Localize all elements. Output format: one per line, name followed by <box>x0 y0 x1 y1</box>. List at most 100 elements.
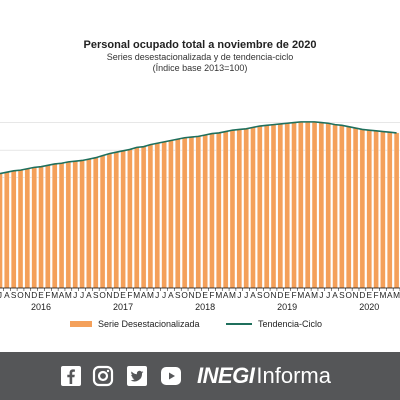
bar-34 <box>229 130 236 289</box>
month-label-5: D <box>31 290 37 300</box>
bar-5 <box>31 167 37 289</box>
bar-19 <box>127 149 133 289</box>
month-label-22: M <box>147 290 154 300</box>
month-label-14: S <box>93 290 99 300</box>
month-label-3: O <box>17 290 24 300</box>
bar-54 <box>366 130 372 289</box>
bar-24 <box>161 141 167 289</box>
year-label-2: 2018 <box>195 302 215 312</box>
youtube-icon[interactable] <box>160 365 182 387</box>
bar-45 <box>305 121 311 289</box>
bar-14 <box>93 157 99 289</box>
month-label-18: E <box>120 290 126 300</box>
bar-9 <box>58 163 65 289</box>
chart-titles: Personal ocupado total a noviembre de 20… <box>0 38 400 74</box>
month-label-11: J <box>73 290 77 300</box>
bar-39 <box>264 125 270 289</box>
bar-3 <box>17 170 24 289</box>
bar-23 <box>154 143 160 289</box>
bar-42 <box>284 123 290 289</box>
month-label-17: D <box>113 290 119 300</box>
month-label-7: F <box>45 290 50 300</box>
month-label-2: S <box>11 290 17 300</box>
bar-15 <box>99 155 106 289</box>
month-label-57: A <box>387 290 393 300</box>
month-label-52: N <box>353 290 359 300</box>
month-label-19: F <box>127 290 132 300</box>
bar-7 <box>45 165 51 289</box>
inegi-informa-logo[interactable]: INEGIInforma <box>197 362 331 390</box>
bar-8 <box>52 163 58 289</box>
trend-line <box>0 121 397 175</box>
bar-53 <box>359 129 365 289</box>
bar-36 <box>243 128 249 289</box>
month-label-13: A <box>86 290 92 300</box>
month-label-40: N <box>271 290 277 300</box>
bar-48 <box>325 123 331 289</box>
twitter-icon[interactable] <box>126 365 148 387</box>
facebook-icon[interactable] <box>60 365 82 387</box>
chart-subtitle-line-2: (Índice base 2013=100) <box>152 63 248 73</box>
month-label-35: J <box>237 290 241 300</box>
month-label-23: J <box>155 290 159 300</box>
month-label-34: M <box>229 290 236 300</box>
month-label-36: J <box>244 290 248 300</box>
bar-11 <box>72 161 78 289</box>
legend-label-serie: Serie Desestacionalizada <box>98 319 200 329</box>
chart-subtitle-line-1: Series desestacionalizada y de tendencia… <box>106 52 294 62</box>
month-label-53: D <box>359 290 365 300</box>
month-label-39: O <box>263 290 270 300</box>
bar-28 <box>188 136 195 289</box>
footer-bar: INEGIInforma <box>0 352 400 400</box>
month-label-0: J <box>0 290 2 300</box>
month-label-27: O <box>181 290 188 300</box>
month-label-38: S <box>257 290 263 300</box>
year-label-3: 2019 <box>277 302 297 312</box>
bar-4 <box>24 168 30 289</box>
month-label-24: J <box>162 290 166 300</box>
legend-swatch-line <box>226 323 252 325</box>
legend-item-tendencia: Tendencia-Ciclo <box>226 319 322 329</box>
month-label-45: A <box>305 290 311 300</box>
bar-2 <box>11 170 17 289</box>
bar-27 <box>182 137 188 289</box>
month-label-31: F <box>209 290 214 300</box>
bar-32 <box>216 132 222 289</box>
instagram-icon[interactable] <box>92 365 114 387</box>
bar-25 <box>168 140 174 289</box>
month-label-1: A <box>4 290 10 300</box>
bar-10 <box>65 161 71 289</box>
bar-16 <box>106 153 112 289</box>
month-label-20: M <box>133 290 140 300</box>
month-label-47: J <box>319 290 323 300</box>
bar-44 <box>298 121 304 289</box>
bar-12 <box>79 160 85 289</box>
chart-plot: JASONDEFMAMJJASONDEFMAMJJASONDEFMAMJJASO… <box>0 121 400 312</box>
bar-50 <box>339 125 345 289</box>
bar-58 <box>393 132 400 289</box>
bar-47 <box>318 122 324 289</box>
bar-22 <box>147 144 154 289</box>
bar-18 <box>120 150 126 289</box>
year-label-1: 2017 <box>113 302 133 312</box>
month-label-42: E <box>284 290 290 300</box>
month-label-21: A <box>141 290 147 300</box>
bar-29 <box>195 136 201 289</box>
month-label-55: F <box>374 290 379 300</box>
bar-52 <box>352 127 359 289</box>
month-label-44: M <box>297 290 304 300</box>
month-label-51: O <box>345 290 352 300</box>
month-label-28: N <box>188 290 194 300</box>
bar-51 <box>346 126 352 289</box>
month-label-10: M <box>65 290 72 300</box>
legend-swatch-bar <box>70 321 92 327</box>
bar-43 <box>291 122 297 289</box>
bar-6 <box>38 166 44 289</box>
bar-17 <box>113 152 119 289</box>
month-label-58: M <box>393 290 400 300</box>
bar-33 <box>223 131 229 289</box>
month-label-12: J <box>80 290 84 300</box>
month-label-15: O <box>99 290 106 300</box>
month-label-56: M <box>379 290 386 300</box>
bar-49 <box>332 124 338 289</box>
